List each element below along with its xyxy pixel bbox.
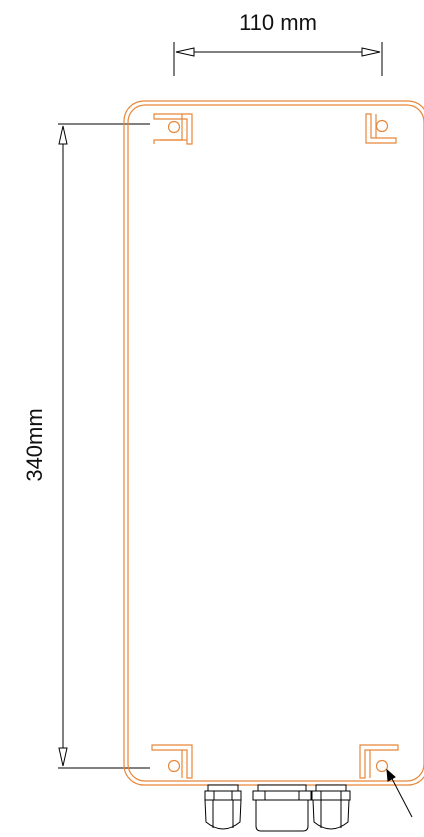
width-dimension xyxy=(173,42,383,76)
mounting-bracket-top-left xyxy=(153,113,193,145)
cable-gland-left xyxy=(204,784,242,830)
mounting-bracket-bottom-left xyxy=(151,744,193,779)
cable-gland-center xyxy=(252,784,312,832)
enclosure-inner-outline xyxy=(127,104,424,782)
cable-gland-right xyxy=(311,784,351,830)
height-arrow-bottom xyxy=(58,747,68,767)
mounting-bracket-top-right xyxy=(365,113,397,144)
width-arrow-right xyxy=(361,47,381,57)
height-dimension xyxy=(58,123,150,769)
width-label: 110 mm xyxy=(239,10,317,35)
enclosure-body xyxy=(123,100,424,786)
enclosure-outer-outline xyxy=(123,100,424,786)
leader-arrow xyxy=(386,768,413,818)
height-arrow-top xyxy=(58,125,68,145)
height-label: 340mm xyxy=(22,408,47,481)
mounting-bracket-bottom-right xyxy=(359,744,399,779)
width-arrow-left xyxy=(175,47,195,57)
